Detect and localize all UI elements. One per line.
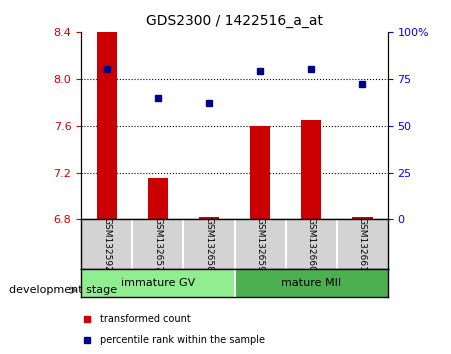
Bar bbox=[81, 269, 235, 297]
Text: GSM132660: GSM132660 bbox=[307, 217, 316, 272]
Text: GSM132661: GSM132661 bbox=[358, 217, 367, 272]
Bar bbox=[250, 126, 270, 219]
Bar bbox=[147, 178, 168, 219]
Text: transformed count: transformed count bbox=[100, 314, 190, 324]
Bar bbox=[235, 269, 388, 297]
Text: development stage: development stage bbox=[9, 285, 117, 295]
Bar bbox=[301, 120, 322, 219]
Bar bbox=[352, 217, 373, 219]
Text: GSM132658: GSM132658 bbox=[204, 217, 213, 272]
Title: GDS2300 / 1422516_a_at: GDS2300 / 1422516_a_at bbox=[146, 14, 323, 28]
Bar bbox=[97, 32, 117, 219]
Text: immature GV: immature GV bbox=[121, 278, 195, 288]
Text: GSM132657: GSM132657 bbox=[153, 217, 162, 272]
Bar bbox=[199, 217, 219, 219]
Text: percentile rank within the sample: percentile rank within the sample bbox=[100, 335, 265, 345]
Text: GSM132592: GSM132592 bbox=[102, 217, 111, 272]
Text: GSM132659: GSM132659 bbox=[256, 217, 265, 272]
Text: mature MII: mature MII bbox=[281, 278, 341, 288]
